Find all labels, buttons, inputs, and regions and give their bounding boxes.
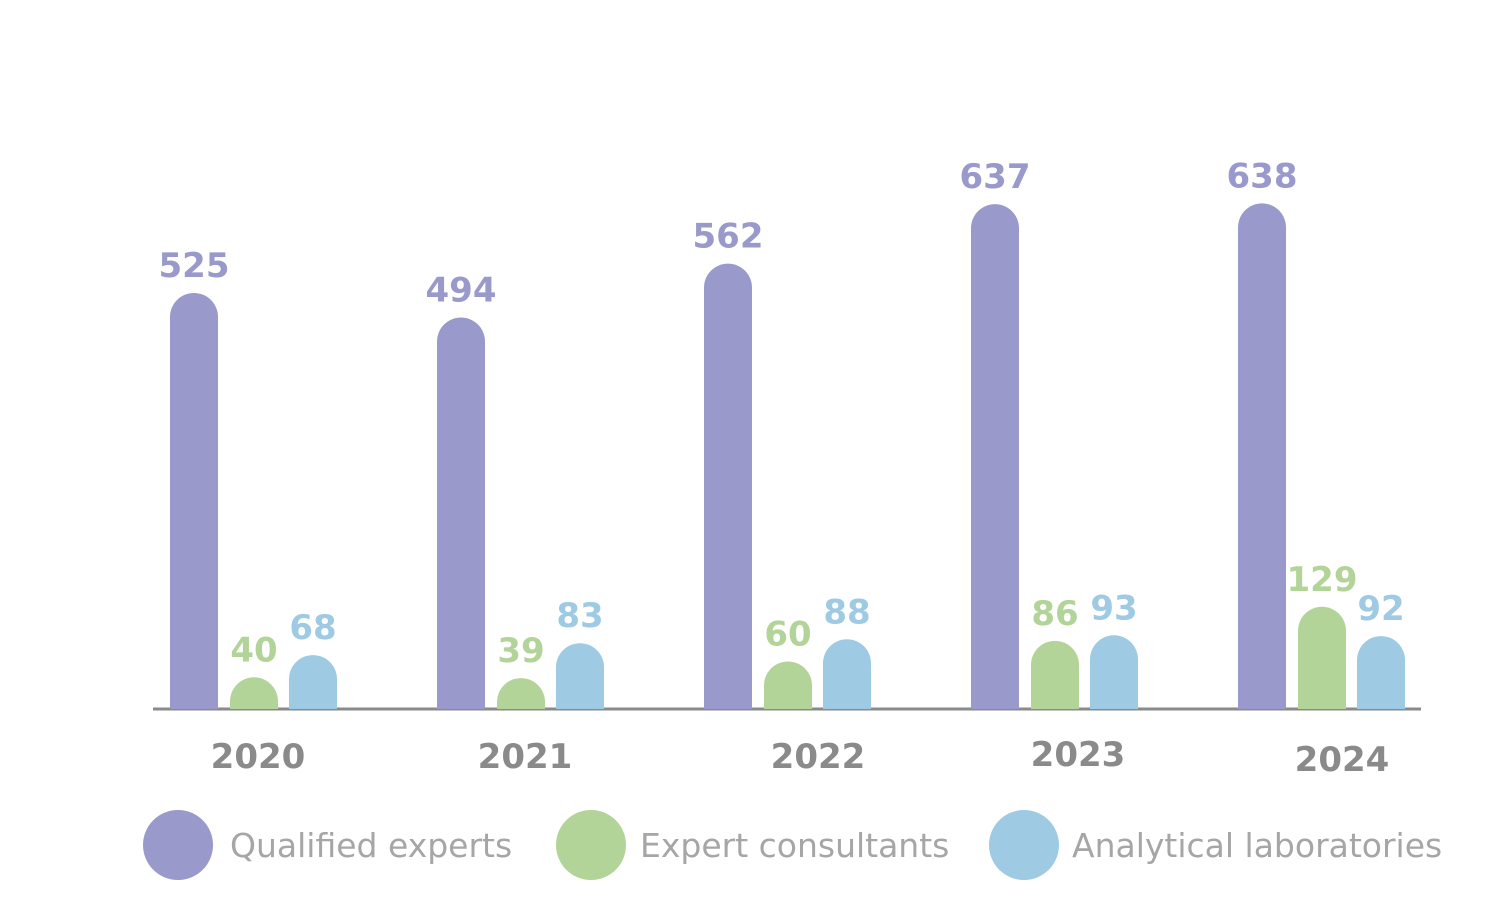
bar-expert-consultants-2022 [764,661,812,709]
bar-expert-consultants-2024 [1298,606,1346,709]
bar-expert-consultants-2020 [230,677,278,709]
bar-analytical-laboratories-2022 [823,639,871,709]
bar-qualified-experts-2021 [437,317,485,709]
value-label-qualified-experts-2021: 494 [426,271,497,311]
value-label-analytical-laboratories-2020: 68 [289,608,336,648]
category-label-2022: 2022 [771,737,866,777]
bar-analytical-laboratories-2021 [556,643,604,709]
value-label-qualified-experts-2024: 638 [1227,156,1298,196]
legend: Qualified experts Expert consultants Analy… [143,810,1442,880]
legend-swatch-qualified-experts [143,810,213,880]
legend-label-analytical-laboratories: Analytical laboratories [1072,826,1442,865]
value-label-analytical-laboratories-2023: 93 [1090,588,1137,628]
bar-analytical-laboratories-2023 [1090,635,1138,709]
bar-expert-consultants-2023 [1031,640,1079,709]
category-label-2024: 2024 [1295,740,1390,780]
bar-qualified-experts-2020 [170,292,218,709]
category-label-2023: 2023 [1031,735,1126,775]
bar-expert-consultants-2021 [497,678,545,709]
value-label-qualified-experts-2022: 562 [693,217,764,257]
value-label-expert-consultants-2020: 40 [230,630,277,670]
category-label-2020: 2020 [211,737,306,777]
value-label-expert-consultants-2022: 60 [764,614,811,654]
value-label-analytical-laboratories-2024: 92 [1357,589,1404,629]
value-label-qualified-experts-2023: 637 [960,157,1031,197]
bar-analytical-laboratories-2020 [289,655,337,709]
value-label-expert-consultants-2023: 86 [1031,594,1078,634]
value-label-qualified-experts-2020: 525 [159,246,230,286]
bar-qualified-experts-2024 [1238,203,1286,709]
legend-swatch-expert-consultants [556,810,626,880]
bars-group [170,203,1405,709]
legend-swatch-analytical-laboratories [989,810,1059,880]
value-label-expert-consultants-2024: 129 [1287,560,1358,600]
category-labels-group: 2020 2021 2022 2023 2024 [211,735,1390,780]
bar-analytical-laboratories-2024 [1357,636,1405,709]
value-label-analytical-laboratories-2022: 88 [823,592,870,632]
bar-qualified-experts-2022 [704,263,752,709]
bar-qualified-experts-2023 [971,204,1019,709]
legend-label-qualified-experts: Qualified experts [230,826,512,865]
legend-label-expert-consultants: Expert consultants [640,826,949,865]
value-label-analytical-laboratories-2021: 83 [556,596,603,636]
category-label-2021: 2021 [478,737,573,777]
value-label-expert-consultants-2021: 39 [497,631,544,671]
